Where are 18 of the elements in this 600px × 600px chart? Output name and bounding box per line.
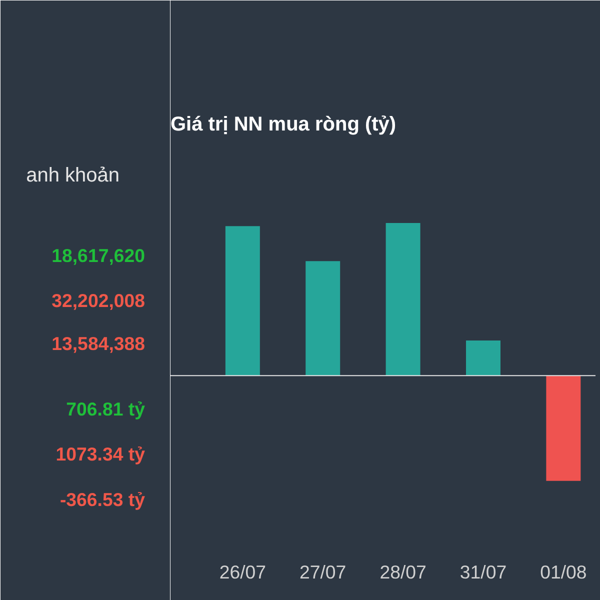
text: 32,202,008 bbox=[52, 290, 146, 311]
bar bbox=[306, 261, 340, 376]
bar bbox=[386, 223, 420, 376]
chart-title: Giá trị NN mua ròng (tỷ) bbox=[170, 114, 396, 136]
text: 1073.34 tỷ bbox=[56, 444, 146, 465]
text: 13,584,388 bbox=[52, 332, 146, 354]
bar bbox=[546, 376, 581, 481]
bar bbox=[466, 340, 500, 376]
bar bbox=[225, 226, 260, 376]
text: 18,617,620 bbox=[52, 244, 146, 266]
x-tick-label: 01/08 bbox=[540, 562, 587, 582]
x-tick-label: 28/07 bbox=[380, 562, 426, 582]
text: anh khoản bbox=[26, 164, 120, 186]
x-tick-label: 26/07 bbox=[219, 562, 266, 582]
text: 706.81 tỷ bbox=[66, 398, 146, 420]
x-tick-label: 27/07 bbox=[300, 562, 346, 582]
x-tick-label: 31/07 bbox=[460, 562, 507, 582]
text: -366.53 tỷ bbox=[60, 488, 146, 510]
